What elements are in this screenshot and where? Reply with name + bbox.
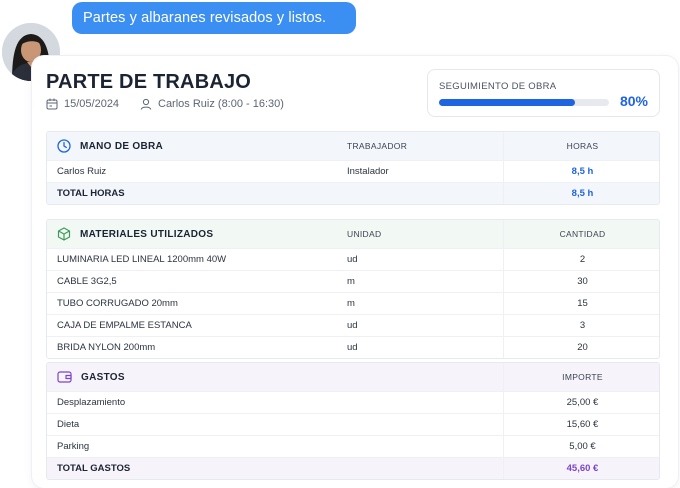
- work-report-card: [32, 56, 678, 488]
- labor-header-row: MANO DE OBRA TRABAJADOR HORAS: [47, 132, 659, 160]
- table-row: Carlos Ruiz Instalador 8,5 h: [47, 160, 659, 182]
- material-unit: m: [347, 298, 355, 309]
- material-item: CABLE 3G2,5: [57, 276, 117, 287]
- expense-concept: Parking: [57, 441, 90, 452]
- expenses-total-row: TOTAL GASTOS 45,60 €: [47, 457, 659, 479]
- labor-total-label: TOTAL HORAS: [57, 188, 125, 199]
- material-unit: ud: [347, 320, 358, 331]
- material-qty: 3: [503, 315, 659, 336]
- page-title: PARTE DE TRABAJO: [46, 71, 252, 93]
- labor-worker-hours: 8,5 h: [503, 161, 659, 182]
- calendar-icon: [46, 98, 58, 110]
- table-row: Desplazamiento 25,00 €: [47, 391, 659, 413]
- material-item: TUBO CORRUGADO 20mm: [57, 298, 178, 309]
- labor-title: MANO DE OBRA: [80, 140, 164, 152]
- materials-title: MATERIALES UTILIZADOS: [80, 228, 214, 240]
- material-qty: 2: [503, 249, 659, 270]
- report-date: 15/05/2024: [46, 98, 119, 110]
- material-qty: 30: [503, 271, 659, 292]
- clock-icon: [57, 139, 71, 153]
- material-unit: ud: [347, 342, 358, 353]
- table-row: CABLE 3G2,5 m 30: [47, 270, 659, 292]
- project-progress-panel: SEGUIMIENTO DE OBRA 80%: [427, 69, 660, 117]
- labor-col-hours: HORAS: [503, 132, 659, 160]
- expense-amount: 25,00 €: [503, 392, 659, 413]
- expenses-section: GASTOS IMPORTE Desplazamiento 25,00 € Di…: [46, 362, 660, 480]
- labor-section: MANO DE OBRA TRABAJADOR HORAS Carlos Rui…: [46, 131, 660, 205]
- chat-message-bubble: Partes y albaranes revisados y listos.: [72, 2, 356, 34]
- material-item: CAJA DE EMPALME ESTANCA: [57, 320, 192, 331]
- material-unit: ud: [347, 254, 358, 265]
- table-row: Dieta 15,60 €: [47, 413, 659, 435]
- expenses-total-value: 45,60 €: [503, 458, 659, 479]
- report-worker: Carlos Ruiz (8:00 - 16:30): [140, 98, 284, 110]
- user-icon: [140, 98, 152, 110]
- materials-section: MATERIALES UTILIZADOS UNIDAD CANTIDAD LU…: [46, 219, 660, 359]
- progress-bar: [439, 99, 609, 106]
- materials-header-row: MATERIALES UTILIZADOS UNIDAD CANTIDAD: [47, 220, 659, 248]
- expenses-col-amount: IMPORTE: [503, 363, 659, 391]
- box-icon: [57, 227, 71, 241]
- materials-col-qty: CANTIDAD: [503, 220, 659, 248]
- materials-col-unit: UNIDAD: [347, 229, 382, 239]
- table-row: BRIDA NYLON 200mm ud 20: [47, 336, 659, 358]
- progress-value: 80%: [619, 93, 648, 109]
- labor-worker-role: Instalador: [347, 166, 389, 177]
- labor-col-worker: TRABAJADOR: [347, 141, 408, 151]
- expense-amount: 15,60 €: [503, 414, 659, 435]
- expense-concept: Dieta: [57, 419, 80, 430]
- labor-worker-name: Carlos Ruiz: [57, 166, 107, 177]
- expenses-title: GASTOS: [81, 371, 125, 383]
- material-qty: 15: [503, 293, 659, 314]
- worker-text: Carlos Ruiz (8:00 - 16:30): [158, 98, 284, 110]
- table-row: CAJA DE EMPALME ESTANCA ud 3: [47, 314, 659, 336]
- progress-label: SEGUIMIENTO DE OBRA: [439, 81, 557, 92]
- labor-total-row: TOTAL HORAS 8,5 h: [47, 182, 659, 204]
- expenses-total-label: TOTAL GASTOS: [57, 463, 131, 474]
- table-row: LUMINARIA LED LINEAL 1200mm 40W ud 2: [47, 248, 659, 270]
- date-text: 15/05/2024: [64, 98, 120, 110]
- progress-fill: [439, 99, 575, 106]
- material-item: LUMINARIA LED LINEAL 1200mm 40W: [57, 254, 227, 265]
- material-item: BRIDA NYLON 200mm: [57, 342, 156, 353]
- expenses-header-row: GASTOS IMPORTE: [47, 363, 659, 391]
- wallet-icon: [57, 371, 72, 383]
- material-unit: m: [347, 276, 355, 287]
- table-row: TUBO CORRUGADO 20mm m 15: [47, 292, 659, 314]
- table-row: Parking 5,00 €: [47, 435, 659, 457]
- expense-concept: Desplazamiento: [57, 397, 126, 408]
- material-qty: 20: [503, 337, 659, 358]
- expense-amount: 5,00 €: [503, 436, 659, 457]
- labor-total-value: 8,5 h: [503, 183, 659, 204]
